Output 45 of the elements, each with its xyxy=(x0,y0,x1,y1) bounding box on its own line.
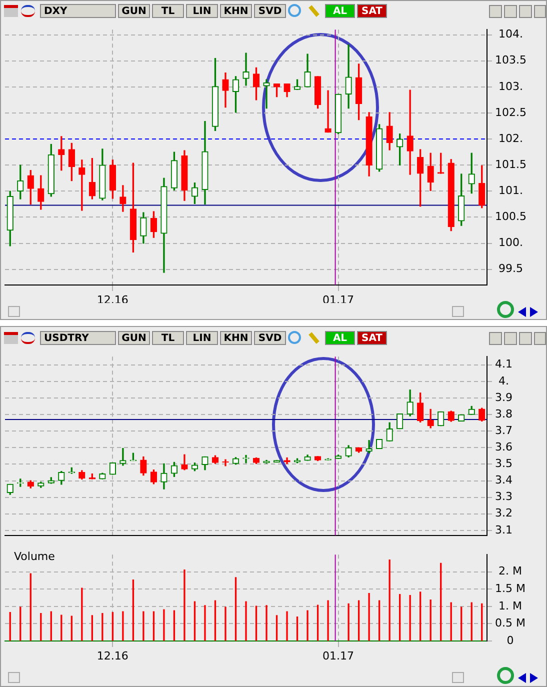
text: SVD xyxy=(254,331,286,345)
text: LIN xyxy=(186,4,218,18)
y-tick-label: 99.5 xyxy=(498,262,523,276)
y-tick-label: 0.5 M xyxy=(495,616,526,630)
y-tick-label: 100. xyxy=(498,236,523,250)
y-tick-label: 3.7 xyxy=(494,424,512,437)
y-tick-label: 100.5 xyxy=(494,210,526,224)
x-tick-label: 12.16 xyxy=(96,649,128,662)
y-tick-label: 3.5 xyxy=(494,457,512,470)
text: SAT xyxy=(357,4,387,18)
chart-title: Volume xyxy=(14,550,55,563)
text: LIN xyxy=(186,331,218,345)
y-tick-label: 102.5 xyxy=(494,106,526,119)
y-tick-label: 101.5 xyxy=(494,158,526,171)
text: AL xyxy=(325,331,355,345)
text: KHN xyxy=(220,331,252,345)
text: TL xyxy=(152,331,184,345)
y-tick-label: 4.1 xyxy=(494,358,512,371)
y-tick-label: 3.1 xyxy=(494,523,512,536)
chart-title: USDTRY xyxy=(40,331,116,345)
y-tick-label: 1.5 M xyxy=(495,582,526,596)
text: SVD xyxy=(254,4,286,18)
y-tick-label: 4. xyxy=(498,374,509,388)
y-tick-label: 1. M xyxy=(498,599,522,612)
y-tick-label: 3.2 xyxy=(494,506,512,520)
y-tick-label: 3.4 xyxy=(494,474,512,487)
text: GUN xyxy=(118,331,150,345)
y-tick-label: 3.6 xyxy=(494,440,512,454)
y-tick-label: 101. xyxy=(498,184,523,198)
y-tick-label: 103.5 xyxy=(494,54,526,67)
x-tick-label: 01.17 xyxy=(322,649,354,662)
y-tick-label: 3.9 xyxy=(494,390,512,404)
y-tick-label: 0 xyxy=(506,634,514,647)
y-tick-label: 104. xyxy=(498,28,523,41)
y-tick-label: 3.3 xyxy=(494,490,512,504)
y-tick-label: 102. xyxy=(498,132,523,145)
chart-title: DXY xyxy=(40,4,116,18)
y-tick-label: 3.8 xyxy=(494,407,512,420)
y-tick-label: 2. M xyxy=(498,564,522,578)
y-tick-label: 103. xyxy=(498,80,523,93)
text: TL xyxy=(152,4,184,18)
text: SAT xyxy=(357,331,387,345)
text: GUN xyxy=(118,4,150,18)
text: AL xyxy=(325,4,355,18)
text: KHN xyxy=(220,4,252,18)
